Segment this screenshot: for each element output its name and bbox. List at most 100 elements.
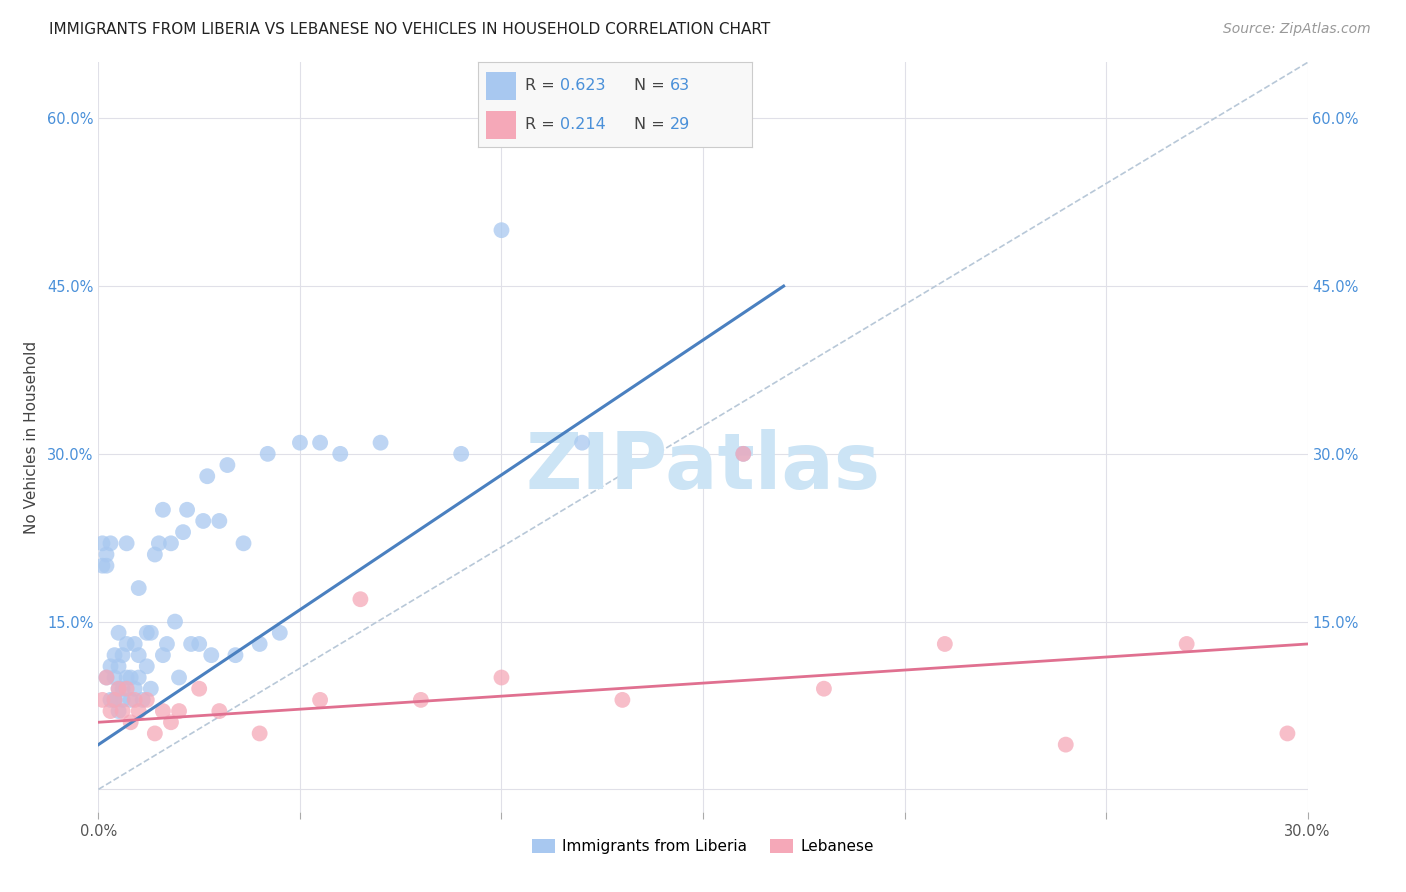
Point (139, 625, 162, 640)
Point (152, 502, 174, 516)
Point (103, 671, 125, 685)
Point (288, 435, 311, 450)
Point (193, 514, 215, 528)
Point (107, 704, 129, 718)
Point (143, 726, 166, 740)
Point (208, 514, 231, 528)
Point (124, 693, 146, 707)
Point (100, 536, 122, 550)
Point (370, 435, 392, 450)
Point (111, 681, 134, 696)
Point (115, 637, 138, 651)
Point (111, 693, 134, 707)
Point (349, 592, 371, 607)
Point (115, 671, 138, 685)
Point (163, 615, 186, 629)
Point (96, 548, 118, 562)
Point (91, 536, 114, 550)
Point (111, 704, 134, 718)
Point (124, 681, 146, 696)
Point (491, 671, 513, 685)
Point (160, 715, 183, 730)
Point (103, 693, 125, 707)
Point (180, 637, 202, 651)
Point (176, 502, 198, 516)
Point (103, 693, 125, 707)
Text: 63: 63 (671, 78, 690, 93)
Point (160, 536, 183, 550)
Point (1054, 738, 1077, 752)
Bar (486, 71, 516, 100)
Point (232, 536, 254, 550)
Point (309, 435, 332, 450)
Point (128, 581, 150, 595)
Point (152, 704, 174, 718)
Point (188, 681, 211, 696)
Point (91, 558, 114, 573)
Point (107, 681, 129, 696)
Text: 29: 29 (671, 117, 690, 132)
Point (115, 681, 138, 696)
Point (256, 447, 278, 461)
Point (148, 536, 170, 550)
Text: N =: N = (634, 78, 671, 93)
Text: 0.623: 0.623 (561, 78, 606, 93)
Point (120, 693, 142, 707)
Point (156, 637, 179, 651)
Point (135, 659, 157, 673)
Point (195, 469, 218, 483)
Point (733, 447, 755, 461)
Point (115, 536, 138, 550)
Point (96, 671, 118, 685)
Text: R =: R = (524, 117, 560, 132)
Point (200, 648, 222, 662)
Point (152, 648, 174, 662)
Point (733, 447, 755, 461)
Point (167, 671, 190, 685)
Text: ZIPatlas: ZIPatlas (526, 429, 880, 505)
Point (100, 659, 122, 673)
Point (128, 704, 150, 718)
Bar (486, 111, 516, 139)
Text: N =: N = (634, 117, 671, 132)
Point (491, 223, 513, 237)
Point (172, 525, 194, 540)
Text: IMMIGRANTS FROM LIBERIA VS LEBANESE NO VEHICLES IN HOUSEHOLD CORRELATION CHART: IMMIGRANTS FROM LIBERIA VS LEBANESE NO V… (49, 22, 770, 37)
Point (269, 625, 291, 640)
Point (107, 625, 129, 640)
Point (139, 681, 162, 696)
Point (135, 693, 157, 707)
Point (1175, 637, 1198, 651)
Point (188, 637, 211, 651)
Point (1277, 726, 1299, 740)
Point (96, 671, 118, 685)
Point (132, 693, 155, 707)
Point (107, 659, 129, 673)
Point (103, 648, 125, 662)
Point (107, 681, 129, 696)
Point (135, 625, 157, 640)
Text: Source: ZipAtlas.com: Source: ZipAtlas.com (1223, 22, 1371, 37)
Point (120, 671, 142, 685)
Legend: Immigrants from Liberia, Lebanese: Immigrants from Liberia, Lebanese (526, 833, 880, 860)
Point (224, 648, 246, 662)
Point (167, 704, 190, 718)
Point (143, 548, 166, 562)
Point (208, 704, 231, 718)
Point (100, 704, 122, 718)
Point (309, 693, 332, 707)
Point (128, 671, 150, 685)
Point (91, 693, 114, 707)
Point (124, 637, 146, 651)
Point (813, 681, 835, 696)
Point (111, 648, 134, 662)
Point (217, 458, 239, 472)
Point (249, 726, 271, 740)
Point (96, 558, 118, 573)
Point (934, 637, 956, 651)
Point (249, 637, 271, 651)
Point (128, 648, 150, 662)
Text: R =: R = (524, 78, 560, 93)
Point (100, 693, 122, 707)
Point (409, 693, 432, 707)
